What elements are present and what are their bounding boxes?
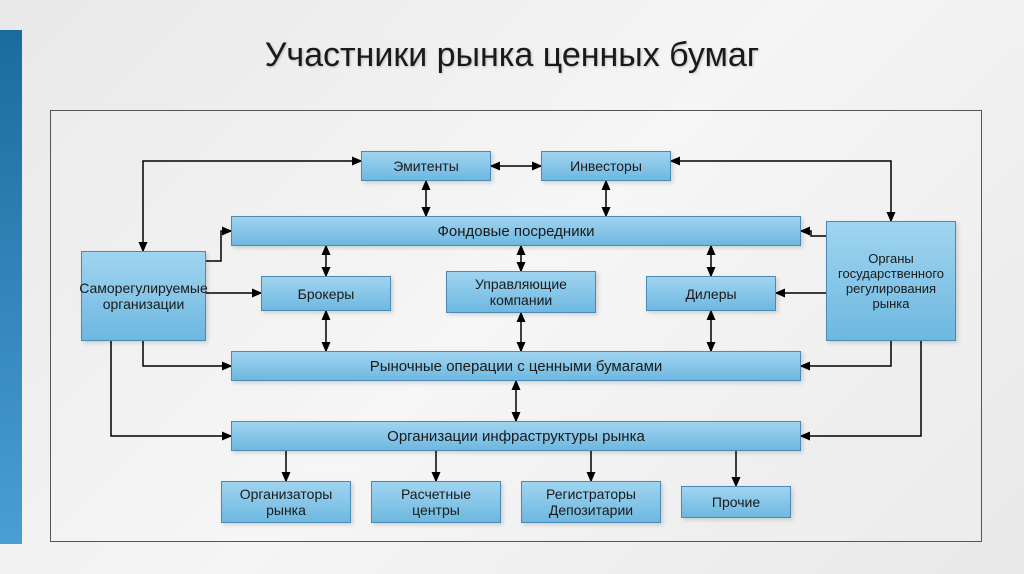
node-brokers: Брокеры bbox=[261, 276, 391, 311]
node-govreg: Органы государственного регулирования ры… bbox=[826, 221, 956, 341]
node-registrars: Регистраторы Депозитарии bbox=[521, 481, 661, 523]
node-intermediaries: Фондовые посредники bbox=[231, 216, 801, 246]
node-infra: Организации инфраструктуры рынка bbox=[231, 421, 801, 451]
node-selfreg: Саморегулируемые организации bbox=[81, 251, 206, 341]
node-clearing: Расчетные центры bbox=[371, 481, 501, 523]
node-dealers: Дилеры bbox=[646, 276, 776, 311]
node-issuers: Эмитенты bbox=[361, 151, 491, 181]
diagram-frame: Эмитенты Инвесторы Фондовые посредники С… bbox=[50, 110, 982, 542]
node-investors: Инвесторы bbox=[541, 151, 671, 181]
node-marketops: Рыночные операции с ценными бумагами bbox=[231, 351, 801, 381]
node-organizers: Организаторы рынка bbox=[221, 481, 351, 523]
node-other: Прочие bbox=[681, 486, 791, 518]
node-mgmt: Управляющие компании bbox=[446, 271, 596, 313]
slide-title: Участники рынка ценных бумаг bbox=[0, 36, 1024, 75]
accent-bar bbox=[0, 30, 22, 544]
